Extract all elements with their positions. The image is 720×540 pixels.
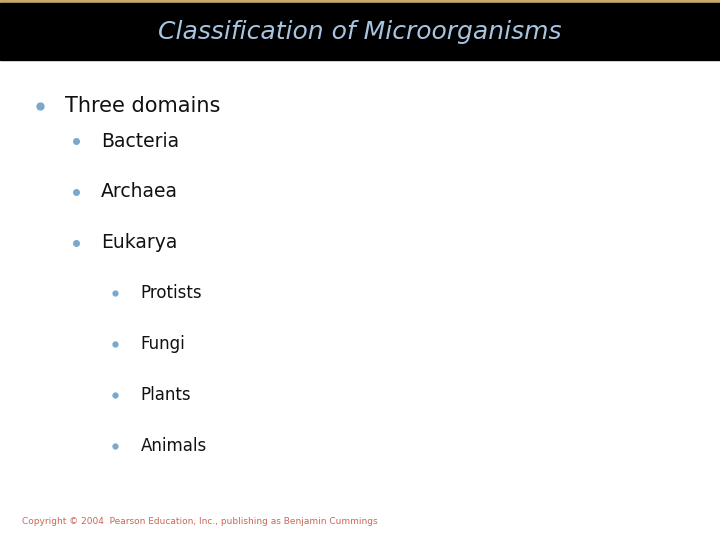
Text: Copyright © 2004  Pearson Education, Inc., publishing as Benjamin Cummings: Copyright © 2004 Pearson Education, Inc.… [22, 517, 377, 526]
Text: Three domains: Three domains [65, 96, 220, 116]
Text: Classification of Microorganisms: Classification of Microorganisms [158, 19, 562, 44]
Bar [0, 3, 720, 60]
Text: Animals: Animals [140, 437, 207, 455]
Text: Fungi: Fungi [140, 335, 185, 353]
Text: Archaea: Archaea [101, 183, 178, 201]
Text: Bacteria: Bacteria [101, 132, 179, 151]
Text: Eukarya: Eukarya [101, 233, 177, 252]
Bar [0, 0, 720, 3]
Text: Protists: Protists [140, 285, 202, 302]
Text: Plants: Plants [140, 386, 191, 404]
